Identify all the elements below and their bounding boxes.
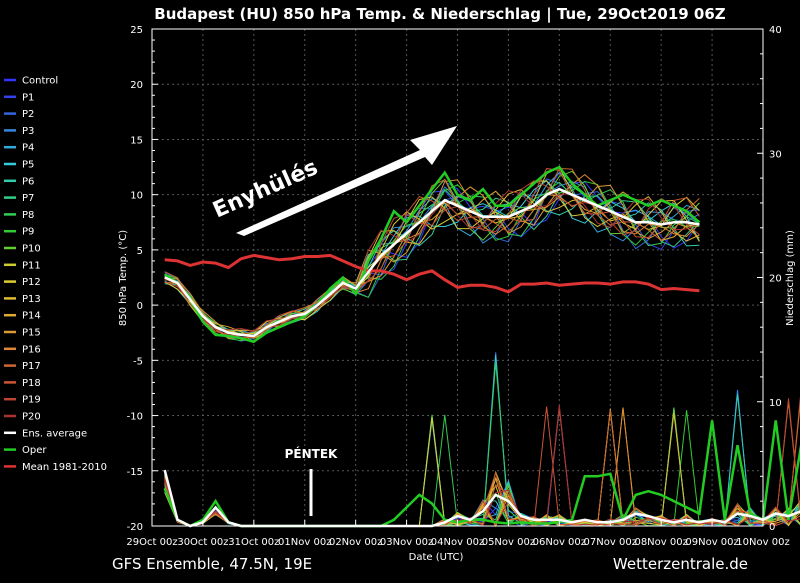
- y2-axis-label: Niederschlag (mm): [785, 230, 796, 326]
- x-tick-label: 06Nov 00z: [533, 537, 586, 548]
- legend-item: P6: [22, 176, 34, 187]
- x-tick-label: 10Nov 00z: [736, 537, 789, 548]
- y-tick-label: 10: [130, 191, 143, 202]
- grid: [152, 29, 763, 526]
- x-tick-label: 29Oct 00z: [126, 537, 177, 548]
- y-tick-label: -15: [127, 467, 143, 478]
- legend-item: P8: [22, 210, 34, 221]
- warming-arrow-shape: [236, 126, 457, 236]
- footer-source: Wetterzentrale.de: [613, 555, 748, 573]
- legend-item: P13: [22, 294, 41, 305]
- x-tick-label: 07Nov 00z: [584, 537, 637, 548]
- x-tick-label: 01Nov 00z: [278, 537, 331, 548]
- legend-item: P18: [22, 378, 41, 389]
- series-line-mean: [164, 253, 700, 294]
- y-tick-label: -5: [133, 356, 143, 367]
- legend-item: P15: [22, 328, 41, 339]
- footer-model: GFS Ensemble, 47.5N, 19E: [112, 555, 312, 573]
- y2-tick-label: 30: [769, 149, 782, 160]
- warming-arrow: [236, 126, 457, 236]
- legend-item: Oper: [22, 445, 47, 456]
- legend-item: P7: [22, 193, 34, 204]
- y-tick-label: 20: [130, 80, 143, 91]
- y2-tick-label: 10: [769, 398, 782, 409]
- series-line-oper: [163, 165, 701, 343]
- legend-item: P2: [22, 109, 34, 120]
- series-line-average: [164, 187, 700, 338]
- y-tick-label: 25: [130, 25, 143, 36]
- x-tick-label: 31Oct 00z: [228, 537, 279, 548]
- legend-item: P17: [22, 361, 41, 372]
- legend-item: P12: [22, 277, 41, 288]
- x-tick-label: 03Nov 00z: [380, 537, 433, 548]
- series-line: [164, 170, 700, 337]
- legend-item: Control: [22, 76, 58, 87]
- x-tick-label: 05Nov 00z: [482, 537, 535, 548]
- legend: Control P1 P2 P3 P4 P5 P6 P7 P8 P9 P10 P11 P12 P13 P14…: [4, 76, 107, 473]
- legend-item: P4: [22, 143, 34, 154]
- legend-item: P1: [22, 92, 34, 103]
- legend-item: Mean 1981-2010: [22, 462, 107, 473]
- x-tick-label: 30Oct 00z: [177, 537, 228, 548]
- y-axis-label: 850 hPa Temp. (°C): [118, 230, 129, 326]
- legend-item: P10: [22, 244, 41, 255]
- legend-item: P20: [22, 412, 41, 423]
- x-tick-label: 02Nov 00z: [329, 537, 382, 548]
- legend-item: P5: [22, 160, 34, 171]
- legend-item: P14: [22, 311, 41, 322]
- legend-item: P9: [22, 227, 34, 238]
- y-tick-label: -10: [127, 412, 143, 423]
- y-tick-label: 5: [137, 246, 143, 257]
- marker-annotation: PÉNTEK: [285, 446, 338, 461]
- legend-item: P16: [22, 344, 41, 355]
- y-tick-label: -20: [127, 522, 143, 533]
- legend-item: Ens. average: [22, 428, 87, 439]
- x-tick-label: 08Nov 00z: [634, 537, 687, 548]
- legend-item: P3: [22, 126, 34, 137]
- y2-tick-label: 20: [769, 274, 782, 285]
- y-tick-label: 15: [130, 135, 143, 146]
- y-tick-label: 0: [137, 301, 143, 312]
- chart-title: Budapest (HU) 850 hPa Temp. & Niederschl…: [154, 5, 726, 24]
- legend-item: P11: [22, 260, 41, 271]
- x-axis-label: Date (UTC): [409, 552, 464, 563]
- series-line: [164, 190, 700, 332]
- x-tick-label: 04Nov 00z: [431, 537, 484, 548]
- x-tick-label: 09Nov 00z: [685, 537, 738, 548]
- y2-tick-label: 40: [769, 25, 782, 36]
- legend-item: P19: [22, 395, 41, 406]
- y2-tick-label: 0: [769, 522, 775, 533]
